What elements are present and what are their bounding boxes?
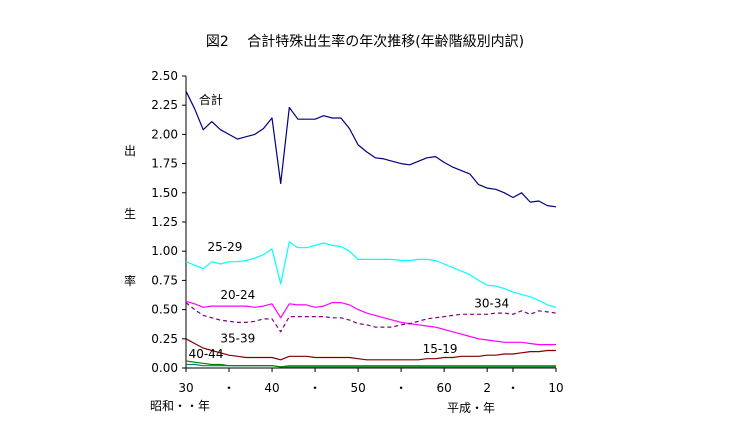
- heisei-era-label: 平成・年: [447, 401, 495, 415]
- series-label-合計: 合計: [199, 92, 223, 107]
- series-line-35-39: [185, 338, 556, 361]
- series-label-40-44: 40-44: [189, 347, 224, 361]
- x-tick-label: 60: [436, 381, 451, 395]
- y-ticks: 0.00 0.25 0.50 0.75 1.00 1.25 1.50 1.75 2.00 2.25…: [151, 69, 186, 375]
- y-tick-label: 0.50: [151, 303, 178, 317]
- series-line-20-24: [185, 300, 556, 346]
- x-tick-label: 50: [350, 381, 365, 395]
- x-tick-label: ・: [507, 381, 519, 395]
- y-axis-label-char: 率: [124, 273, 136, 288]
- x-tick-label: ・: [395, 381, 407, 395]
- y-tick-label: 0.00: [151, 361, 178, 375]
- y-tick-label: 2.25: [151, 98, 178, 112]
- series-label-20-24: 20-24: [220, 288, 255, 302]
- axes: [185, 76, 556, 369]
- showa-era-label: 昭和・・年: [150, 399, 210, 413]
- y-tick-label: 0.75: [151, 273, 178, 287]
- series-lines: [185, 90, 557, 368]
- y-tick-label: 2.50: [151, 69, 178, 83]
- series-label-35-39: 35-39: [220, 331, 255, 345]
- series-label-30-34: 30-34: [474, 296, 509, 310]
- series-label-15-19: 15-19: [423, 342, 458, 356]
- y-tick-label: 2.00: [151, 127, 178, 141]
- series-line-30-34: [185, 302, 557, 333]
- y-tick-label: 1.00: [151, 244, 178, 258]
- y-tick-label: 1.25: [151, 215, 178, 229]
- x-tick-label: 10: [548, 381, 563, 395]
- x-tick-label: ・: [223, 381, 235, 395]
- x-tick-label: 30: [178, 381, 193, 395]
- x-ticks: 30 ・ 40 ・ 50 ・ 60 2 ・ 10: [178, 368, 564, 395]
- x-tick-label: 2: [483, 381, 491, 395]
- y-axis-label: 出生率: [124, 144, 136, 288]
- y-tick-label: 1.50: [151, 186, 178, 200]
- y-axis-label-char: 生: [124, 207, 136, 221]
- series-line-合計: [185, 90, 557, 208]
- y-axis-label-char: 出: [124, 144, 136, 158]
- y-tick-label: 1.75: [151, 157, 178, 171]
- x-tick-label: 40: [264, 381, 279, 395]
- series-line-40-44: [185, 360, 556, 368]
- series-label-25-29: 25-29: [208, 240, 243, 254]
- series-line-25-29: [185, 241, 557, 308]
- series-labels: 合計 25-29 20-24 30-34 35-39 15-19 40-44: [189, 92, 510, 361]
- y-tick-label: 0.25: [151, 332, 178, 346]
- chart-title: 図2 合計特殊出生率の年次推移(年齢階級別内訳): [206, 33, 524, 50]
- x-tick-label: ・: [309, 381, 321, 395]
